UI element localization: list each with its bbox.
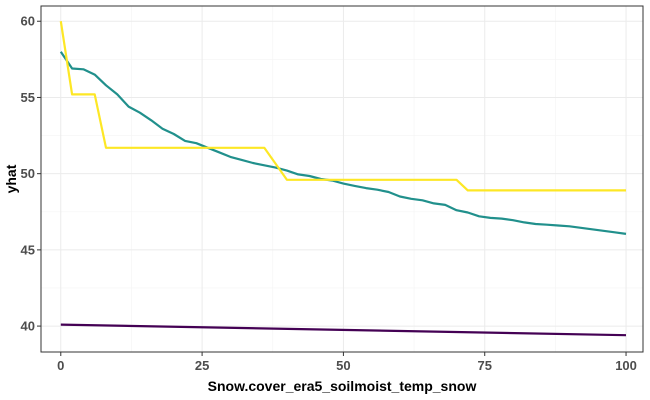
y-tick-label: 40 — [21, 319, 35, 334]
y-tick-label: 50 — [21, 166, 35, 181]
plot-panel-border — [40, 5, 644, 353]
grid — [41, 6, 643, 352]
series-line-1 — [60, 323, 627, 337]
y-axis-title: yhat — [3, 164, 19, 193]
y-axis-ticks: 40 45 50 55 60 — [21, 14, 41, 334]
x-tick-label: 100 — [615, 358, 637, 373]
x-tick-label: 0 — [57, 358, 64, 373]
x-axis-ticks: 0 25 50 75 100 — [57, 352, 637, 373]
x-axis-title: Snow.cover_era5_soilmoist_temp_snow — [208, 378, 477, 394]
y-tick-label: 55 — [21, 90, 35, 105]
series-line-3 — [59, 21, 626, 192]
x-tick-label: 25 — [195, 358, 209, 373]
series-lines — [59, 21, 627, 337]
x-tick-label: 75 — [477, 358, 491, 373]
y-tick-label: 45 — [21, 242, 35, 257]
x-tick-label: 50 — [336, 358, 350, 373]
y-tick-label: 60 — [21, 14, 35, 29]
series-line-2 — [59, 51, 627, 235]
